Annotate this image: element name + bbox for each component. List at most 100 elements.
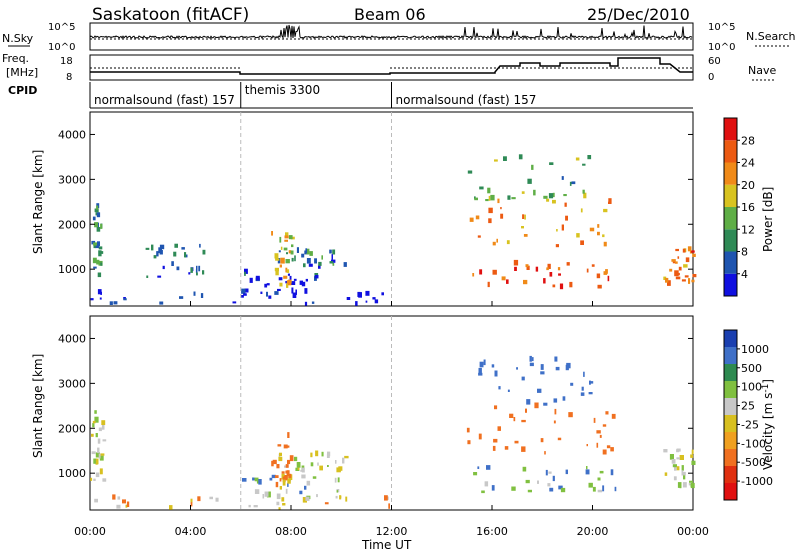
- data-cell: [692, 274, 697, 278]
- data-cell: [591, 264, 595, 267]
- data-cell: [199, 243, 201, 248]
- data-cell: [327, 465, 329, 467]
- data-cell: [388, 503, 390, 509]
- data-cell: [587, 155, 592, 160]
- data-cell: [483, 359, 486, 366]
- data-cell: [153, 255, 157, 259]
- data-cell: [332, 249, 336, 255]
- data-cell: [478, 372, 483, 376]
- data-cell: [336, 467, 341, 473]
- data-cell: [543, 278, 546, 284]
- data-cell: [537, 388, 542, 393]
- data-cell: [553, 420, 556, 424]
- data-cell: [545, 469, 548, 476]
- data-cell: [529, 362, 534, 367]
- data-cell: [691, 250, 695, 253]
- data-cell: [506, 240, 510, 245]
- data-cell: [521, 446, 526, 452]
- data-cell: [494, 159, 498, 162]
- data-cell: [266, 491, 271, 498]
- data-cell: [487, 281, 490, 288]
- data-cell: [321, 451, 324, 457]
- data-cell: [316, 494, 318, 498]
- data-cell: [306, 258, 311, 264]
- x-tick-label: 20:00: [577, 525, 609, 538]
- data-cell: [586, 268, 589, 273]
- data-cell: [101, 456, 103, 459]
- data-cell: [196, 272, 198, 276]
- data-cell: [310, 462, 314, 467]
- data-cell: [277, 288, 281, 291]
- data-cell: [610, 469, 614, 476]
- data-cell: [300, 469, 304, 472]
- data-cell: [260, 291, 263, 294]
- power-colorbar-label: Power [dB]: [761, 187, 775, 252]
- data-cell: [552, 192, 555, 198]
- data-cell: [477, 466, 480, 469]
- data-cell: [169, 505, 173, 510]
- data-cell: [123, 298, 127, 301]
- data-cell: [276, 493, 281, 500]
- data-cell: [202, 249, 206, 255]
- data-cell: [688, 278, 691, 284]
- data-cell: [511, 197, 516, 200]
- data-cell: [599, 434, 602, 438]
- data-cell: [294, 255, 296, 262]
- data-cell: [588, 392, 593, 395]
- data-cell: [593, 417, 596, 423]
- data-cell: [93, 478, 96, 481]
- data-cell: [602, 449, 607, 455]
- data-cell: [290, 250, 294, 255]
- colorbar-segment: [724, 364, 737, 381]
- x-axis-ticks: 00:00 04:00 08:00 12:00 16:00 20:00 00:00: [74, 301, 709, 538]
- data-cell: [94, 416, 99, 423]
- data-cell: [676, 466, 680, 471]
- data-cell: [287, 479, 291, 484]
- data-cell: [546, 267, 549, 271]
- velocity-ylabel: Slant Range [km]: [31, 354, 45, 458]
- data-cell: [297, 465, 300, 470]
- data-cell: [97, 241, 100, 246]
- data-cell: [681, 465, 684, 471]
- colorbar-tick-label: 25: [741, 400, 755, 413]
- data-cell: [687, 246, 692, 252]
- data-cell: [549, 162, 554, 165]
- data-cell: [122, 499, 126, 504]
- data-cell: [329, 261, 334, 264]
- data-cell: [605, 411, 609, 415]
- data-cell: [321, 255, 323, 260]
- data-cell: [275, 258, 280, 261]
- data-cell: [301, 281, 306, 287]
- colorbar-tick-label: 20: [741, 179, 755, 192]
- y-tick-label: 3000: [58, 377, 86, 390]
- cpid-segment-label: themis 3300: [245, 83, 320, 97]
- data-cell: [99, 468, 103, 475]
- data-cell: [513, 259, 519, 266]
- data-cell: [289, 455, 294, 462]
- freq-tick-left-top: 18: [60, 56, 73, 67]
- colorbar-tick-label: 500: [741, 362, 762, 375]
- data-cell: [184, 252, 187, 258]
- data-cell: [492, 445, 496, 451]
- sky-right-label: N.Search: [746, 30, 796, 43]
- data-cell: [586, 466, 588, 470]
- data-cell: [279, 236, 282, 243]
- colorbar-segment: [724, 449, 737, 466]
- data-cell: [537, 480, 539, 484]
- data-cell: [372, 297, 376, 300]
- cpid-label: CPID: [8, 84, 37, 97]
- data-cell: [279, 478, 282, 482]
- data-cell: [490, 194, 495, 201]
- data-cell: [126, 501, 130, 507]
- data-cell: [500, 213, 504, 219]
- data-cell: [690, 454, 694, 458]
- data-cell: [486, 465, 491, 470]
- data-cell: [540, 364, 544, 370]
- data-cell: [286, 252, 288, 255]
- sky-noise-line: [89, 24, 693, 40]
- data-cell: [97, 289, 102, 295]
- data-cell: [525, 479, 530, 484]
- data-cell: [278, 277, 283, 281]
- colorbar-tick-label: 8: [741, 246, 748, 259]
- data-cell: [285, 470, 289, 474]
